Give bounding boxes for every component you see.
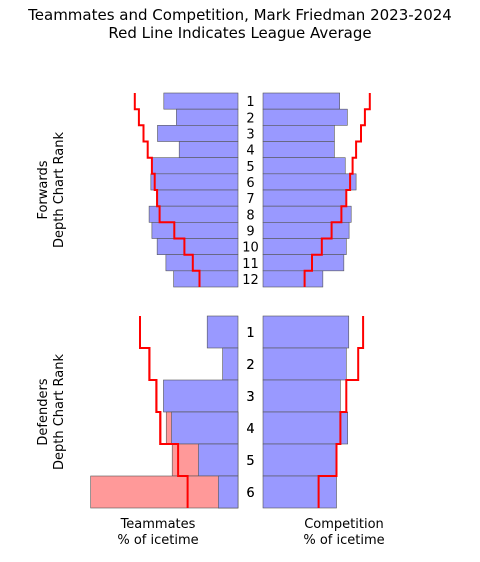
teammates-league-line [133,93,201,287]
teammates-bar [156,238,239,255]
teammates-bar [222,347,239,381]
chart-subtitle: Red Line Indicates League Average [108,24,371,42]
competition-axis-label: Competition% of icetime [303,517,384,548]
competition-league-line [303,93,371,287]
rank-label: 5 [246,454,254,469]
competition-bar [262,141,335,158]
competition-bar [262,125,335,142]
rank-label: 2 [246,358,254,373]
rank-label: 3 [246,390,254,405]
competition-bar [262,379,341,413]
teammates-bar [198,443,239,477]
competition-bar [262,157,346,175]
teammates-bar [218,475,239,509]
competition-bar [262,205,352,223]
teammates-bar [176,108,239,126]
competition-bar [262,92,340,110]
teammates-bar [157,125,239,142]
rank-label: 2 [246,111,254,126]
rank-label: 7 [246,192,254,207]
teammates-league-line [139,316,189,508]
rank-label: 6 [246,486,254,501]
competition-bar [262,238,347,255]
teammates-bar [151,157,239,175]
competition-bar [262,254,345,272]
competition-bar [262,270,324,288]
competition-bar [262,443,337,477]
rank-label: 4 [246,422,254,437]
teammates-bar [156,189,239,207]
teammates-bar [163,92,239,110]
competition-bar [262,347,347,381]
panel-label: ForwardsDepth Chart Rank [36,132,67,249]
rank-label: 6 [246,176,254,191]
rank-label: 1 [246,326,254,341]
teammates-bar [173,270,239,288]
teammates-bar [206,315,239,349]
competition-bar [262,108,348,126]
teammates-bar [163,379,239,413]
rank-label: 4 [246,144,254,159]
teammates-excess-bar [90,475,239,509]
teammates-bar [150,173,239,191]
rank-label: 6 [246,486,254,501]
rank-label: 8 [246,208,254,223]
competition-bar [262,173,357,191]
teammates-bar [151,222,239,239]
teammates-bar [171,411,239,445]
rank-label: 3 [246,127,254,142]
competition-bar [262,315,350,349]
rank-label: 11 [242,257,259,272]
rank-label: 2 [246,358,254,373]
panel-label: DefendersDepth Chart Rank [36,354,67,471]
teammates-axis-label: Teammates% of icetime [117,517,198,548]
teammates-bar [148,205,239,223]
rank-label: 9 [246,224,254,239]
teammates-bar [165,254,239,272]
rank-label: 1 [246,326,254,341]
chart-title: Teammates and Competition, Mark Friedman… [27,6,452,24]
rank-label: 10 [242,241,259,256]
rank-label: 12 [242,273,259,288]
competition-bar [262,475,337,509]
rank-label: 5 [246,160,254,175]
competition-bar [262,411,348,445]
rank-label: 1 [246,95,254,110]
rank-label: 5 [246,454,254,469]
teammates-bar [178,141,239,158]
competition-bar [262,189,347,207]
competition-bar [262,222,350,239]
rank-label: 3 [246,390,254,405]
rank-label: 4 [246,422,254,437]
competition-league-line [317,316,365,508]
